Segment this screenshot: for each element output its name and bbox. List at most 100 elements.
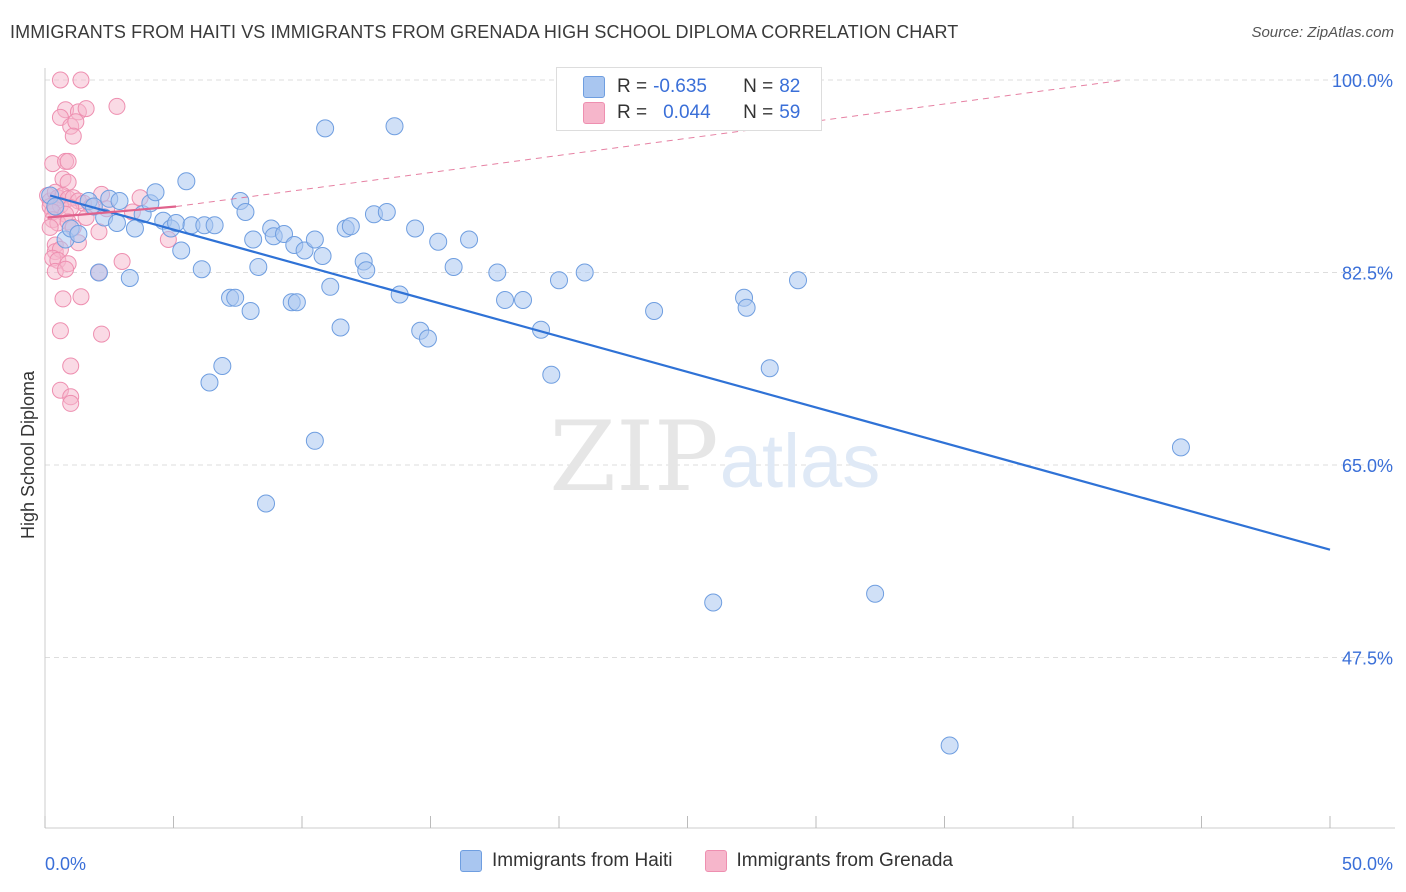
grenada-point bbox=[51, 71, 69, 89]
haiti-point bbox=[737, 298, 756, 317]
haiti-point bbox=[357, 261, 376, 280]
x-tick-label-max: 50.0% bbox=[1342, 854, 1393, 874]
haiti-point bbox=[444, 258, 463, 276]
grenada-point bbox=[59, 152, 77, 170]
grenada-point bbox=[62, 394, 80, 412]
y-tick-label: 100.0% bbox=[1332, 71, 1393, 91]
haiti-point bbox=[46, 197, 65, 216]
haiti-point bbox=[866, 584, 885, 603]
haiti-n-value: 82 bbox=[779, 76, 801, 97]
stats-legend: R = -0.635 N = 82 R = 0.044 N = 59 bbox=[556, 67, 822, 131]
haiti-point bbox=[107, 214, 126, 232]
haiti-point bbox=[377, 203, 396, 221]
haiti-point bbox=[1171, 438, 1190, 457]
grenada-point bbox=[64, 127, 82, 145]
haiti-point bbox=[287, 293, 306, 312]
grenada-r-label: R = bbox=[617, 102, 648, 123]
haiti-point bbox=[226, 288, 245, 307]
legend-haiti-swatch bbox=[460, 850, 482, 872]
grenada-point bbox=[67, 113, 85, 131]
haiti-r-value: -0.635 bbox=[653, 76, 707, 97]
y-tick-label: 65.0% bbox=[1342, 456, 1393, 476]
haiti-point bbox=[192, 260, 211, 279]
grenada-point bbox=[72, 71, 90, 89]
haiti-point bbox=[172, 241, 191, 260]
grenada-point bbox=[51, 322, 69, 340]
grenada-point bbox=[41, 218, 59, 236]
haiti-point bbox=[89, 263, 108, 282]
haiti-point bbox=[249, 258, 268, 276]
stats-row-grenada: R = 0.044 N = 59 bbox=[583, 100, 800, 126]
legend-item-grenada[interactable]: Immigrants from Grenada bbox=[704, 850, 953, 872]
haiti-point bbox=[645, 302, 664, 320]
grenada-point bbox=[72, 288, 90, 306]
haiti-point bbox=[542, 365, 561, 384]
grenada-point bbox=[93, 325, 111, 343]
grenada-n-value: 59 bbox=[779, 102, 801, 123]
grenada-n-label: N = bbox=[743, 102, 774, 123]
haiti-point bbox=[341, 217, 360, 236]
haiti-point bbox=[575, 263, 594, 282]
haiti-point bbox=[496, 291, 515, 309]
haiti-swatch bbox=[583, 76, 605, 98]
stats-row-haiti: R = -0.635 N = 82 bbox=[583, 74, 800, 100]
grenada-point bbox=[62, 357, 80, 375]
haiti-point bbox=[789, 271, 808, 290]
grid-lines bbox=[45, 79, 1395, 658]
chart-title: IMMIGRANTS FROM HAITI VS IMMIGRANTS FROM… bbox=[10, 22, 959, 42]
haiti-point bbox=[236, 203, 255, 221]
haiti-point bbox=[120, 269, 139, 287]
grenada-point bbox=[77, 100, 95, 118]
grenada-point bbox=[113, 253, 131, 270]
haiti-point bbox=[305, 431, 324, 450]
haiti-point bbox=[331, 318, 350, 337]
grenada-point bbox=[54, 290, 72, 308]
haiti-point bbox=[305, 230, 324, 249]
bottom-legend: Immigrants from Haiti Immigrants from Gr… bbox=[460, 850, 985, 872]
watermark-zip: ZIP bbox=[549, 401, 718, 513]
tick-labels: 47.5% 65.0% 82.5% 100.0% 0.0% 50.0% bbox=[45, 71, 1393, 874]
haiti-point bbox=[429, 232, 448, 251]
haiti-point bbox=[760, 359, 779, 378]
haiti-point bbox=[385, 117, 404, 136]
haiti-point bbox=[295, 241, 314, 260]
x-tick-label-min: 0.0% bbox=[45, 854, 86, 874]
grenada-r-value: 0.044 bbox=[663, 102, 711, 123]
haiti-point bbox=[550, 271, 568, 290]
haiti-point bbox=[488, 263, 507, 282]
legend-item-haiti[interactable]: Immigrants from Haiti bbox=[460, 850, 673, 872]
haiti-point bbox=[200, 373, 219, 392]
legend-grenada-swatch bbox=[704, 850, 727, 872]
haiti-point bbox=[69, 225, 88, 243]
grenada-trend-extension bbox=[176, 79, 1125, 207]
haiti-point bbox=[406, 219, 425, 238]
source-credit: Source: ZipAtlas.com bbox=[1251, 24, 1394, 41]
haiti-point bbox=[313, 247, 332, 265]
legend-grenada-label: Immigrants from Grenada bbox=[736, 850, 953, 871]
watermark-atlas: atlas bbox=[720, 419, 881, 504]
haiti-point bbox=[146, 183, 165, 202]
haiti-point bbox=[321, 277, 340, 296]
haiti-trend-line bbox=[49, 194, 1331, 551]
haiti-point bbox=[514, 291, 533, 309]
haiti-n-label: N = bbox=[743, 76, 774, 97]
haiti-point bbox=[418, 329, 437, 348]
haiti-r-label: R = bbox=[617, 76, 648, 97]
haiti-point bbox=[205, 216, 224, 235]
legend-haiti-label: Immigrants from Haiti bbox=[492, 850, 673, 871]
haiti-point bbox=[460, 230, 479, 249]
haiti-point bbox=[316, 119, 335, 138]
trend-lines bbox=[47, 79, 1331, 551]
grenada-swatch bbox=[583, 102, 605, 124]
haiti-point bbox=[257, 494, 276, 513]
axes bbox=[44, 68, 1395, 829]
y-tick-label: 82.5% bbox=[1342, 264, 1393, 284]
haiti-point bbox=[704, 593, 723, 612]
haiti-point bbox=[244, 230, 263, 249]
haiti-point bbox=[177, 172, 196, 191]
haiti-point bbox=[213, 357, 232, 375]
grenada-trend-line bbox=[47, 205, 177, 219]
haiti-point bbox=[241, 302, 260, 320]
haiti-point bbox=[940, 736, 959, 755]
